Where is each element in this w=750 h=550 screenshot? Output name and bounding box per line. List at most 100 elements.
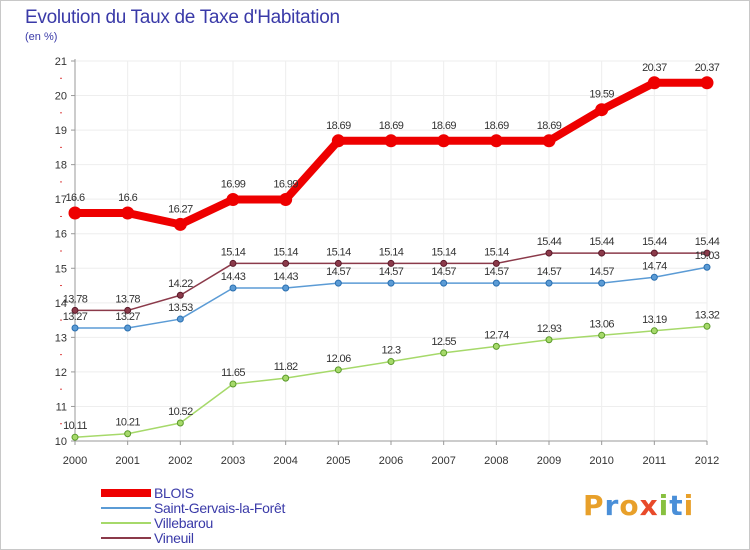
data-point-saint-gervais-la-for-t: [282, 284, 290, 292]
data-label-vineuil: 15.14: [326, 246, 351, 258]
legend-item-vineuil: Vineuil: [101, 530, 401, 546]
y-tick-label: 12: [55, 367, 67, 379]
data-label-vineuil: 15.44: [537, 236, 562, 248]
brand-letter: r: [604, 489, 620, 522]
y-tick-label: 11: [56, 401, 67, 413]
data-label-saint-gervais-la-for-t: 14.57: [537, 266, 562, 278]
data-point-villebarou: [124, 430, 132, 438]
data-point-vineuil: [71, 306, 79, 314]
y-tick-label: 18: [55, 160, 67, 172]
data-point-blois: [121, 206, 135, 220]
data-point-blois: [700, 76, 714, 90]
data-label-saint-gervais-la-for-t: 14.57: [431, 266, 456, 278]
data-point-blois: [437, 134, 451, 148]
data-label-blois: 16.27: [168, 203, 193, 215]
data-labels-layer: 16.6 16.6 16.27 16.99 16.99 18.69 18.69 18.69 18…: [63, 62, 721, 432]
data-label-villebarou: 13.32: [695, 309, 720, 321]
data-point-villebarou: [282, 374, 290, 382]
data-point-vineuil: [282, 259, 290, 267]
data-label-vineuil: 13.78: [63, 293, 88, 305]
y-tick-label: 21: [55, 56, 67, 68]
data-label-vineuil: 15.14: [221, 246, 246, 258]
y-tick-label: 10: [55, 436, 67, 448]
brand-letter: t: [669, 489, 684, 522]
data-label-saint-gervais-la-for-t: 13.27: [63, 311, 88, 323]
y-tick-label: 20: [55, 91, 67, 103]
data-label-vineuil: 14.22: [168, 278, 193, 290]
data-point-saint-gervais-la-for-t: [176, 315, 184, 323]
data-point-saint-gervais-la-for-t: [71, 324, 79, 332]
grid-layer: [74, 60, 708, 442]
data-label-saint-gervais-la-for-t: 14.43: [221, 271, 246, 283]
y-tick-label: 16: [55, 229, 67, 241]
y-tick-label: 19: [55, 125, 67, 137]
data-label-blois: 20.37: [695, 62, 720, 74]
data-point-villebarou: [545, 336, 553, 344]
data-label-saint-gervais-la-for-t: 14.57: [484, 266, 509, 278]
data-label-blois: 16.99: [221, 179, 246, 191]
legend-label: Vineuil: [154, 530, 194, 546]
x-tick-label: 2001: [115, 455, 139, 467]
data-point-saint-gervais-la-for-t: [440, 279, 448, 287]
data-point-vineuil: [334, 259, 342, 267]
legend-swatch: [101, 507, 151, 509]
data-point-vineuil: [703, 249, 711, 257]
data-label-blois: 18.69: [431, 120, 456, 132]
data-point-vineuil: [124, 306, 132, 314]
brand-letter: i: [683, 489, 695, 522]
data-label-saint-gervais-la-for-t: 14.43: [273, 271, 298, 283]
data-label-blois: 16.6: [65, 192, 84, 204]
data-label-blois: 19.59: [589, 89, 614, 101]
data-point-villebarou: [492, 342, 500, 350]
data-point-vineuil: [229, 259, 237, 267]
x-tick-label: 2002: [168, 455, 192, 467]
data-label-saint-gervais-la-for-t: 14.57: [379, 266, 404, 278]
data-label-saint-gervais-la-for-t: 14.74: [642, 260, 667, 272]
chart-title: Evolution du Taux de Taxe d'Habitation: [25, 7, 340, 28]
x-tick-label: 2008: [484, 455, 508, 467]
data-point-vineuil: [598, 249, 606, 257]
data-point-vineuil: [650, 249, 658, 257]
data-label-blois: 16.6: [118, 192, 137, 204]
data-label-vineuil: 15.44: [589, 236, 614, 248]
data-label-vineuil: 15.14: [484, 246, 509, 258]
data-point-blois: [226, 193, 240, 207]
chart-subtitle: (en %): [25, 31, 58, 43]
data-label-villebarou: 10.21: [115, 417, 140, 429]
x-tick-label: 2000: [63, 455, 87, 467]
legend-label: Saint-Gervais-la-Forêt: [154, 500, 286, 516]
data-label-blois: 18.69: [484, 120, 509, 132]
x-tick-label: 2005: [326, 455, 350, 467]
data-point-saint-gervais-la-for-t: [545, 279, 553, 287]
data-label-villebarou: 12.55: [431, 336, 456, 348]
data-point-blois: [279, 193, 293, 207]
data-point-blois: [384, 134, 398, 148]
x-tick-label: 2006: [379, 455, 403, 467]
data-label-villebarou: 10.52: [168, 406, 193, 418]
data-label-villebarou: 11.82: [274, 361, 298, 373]
data-point-villebarou: [176, 419, 184, 427]
data-point-villebarou: [334, 366, 342, 374]
data-label-villebarou: 12.06: [326, 353, 351, 365]
data-label-vineuil: 15.14: [431, 246, 456, 258]
data-label-saint-gervais-la-for-t: 15.03: [695, 250, 720, 262]
data-label-saint-gervais-la-for-t: 14.57: [589, 266, 614, 278]
data-point-saint-gervais-la-for-t: [124, 324, 132, 332]
data-point-blois: [647, 76, 661, 90]
data-point-villebarou: [650, 327, 658, 335]
data-label-villebarou: 10.11: [63, 420, 87, 432]
x-tick-label: 2010: [589, 455, 613, 467]
data-label-saint-gervais-la-for-t: 13.53: [168, 302, 193, 314]
data-label-saint-gervais-la-for-t: 14.57: [326, 266, 351, 278]
brand-logo: Proxiti: [583, 489, 694, 522]
brand-letter: P: [583, 489, 605, 522]
legend-item-saint-gervais-la-for-t: Saint-Gervais-la-Forêt: [101, 500, 401, 516]
data-label-vineuil: 15.14: [379, 246, 404, 258]
data-point-vineuil: [492, 259, 500, 267]
data-point-blois: [489, 134, 503, 148]
legend-swatch: [101, 537, 151, 539]
data-point-vineuil: [545, 249, 553, 257]
legend-item-villebarou: Villebarou: [101, 515, 401, 531]
